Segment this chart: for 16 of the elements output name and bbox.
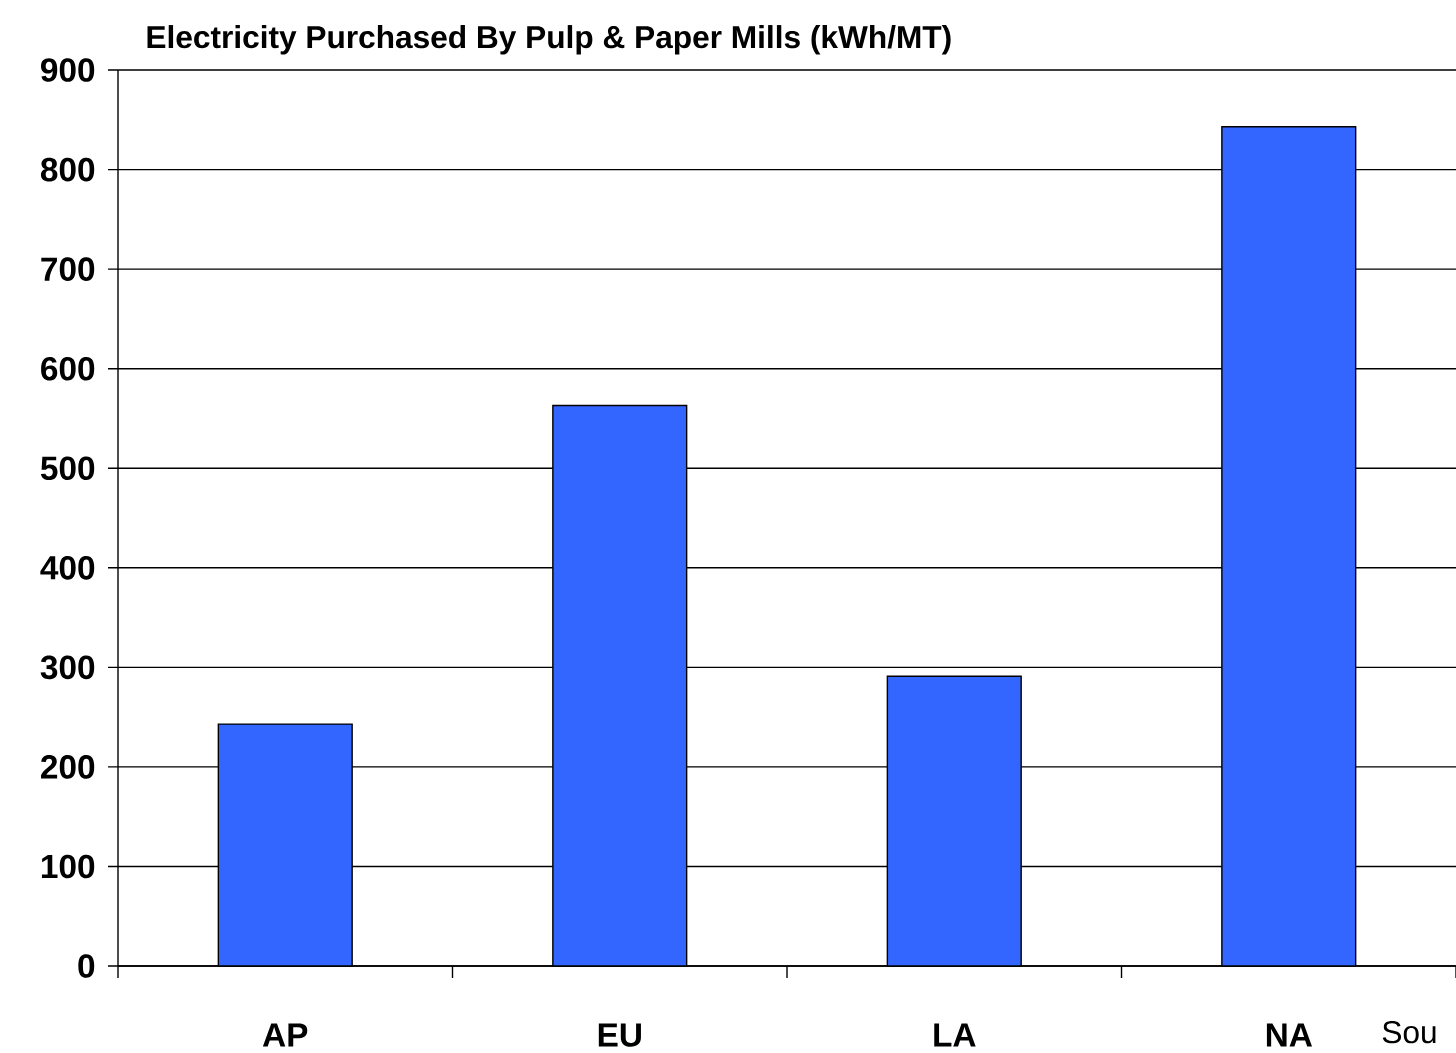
y-tick-label: 100: [41, 854, 95, 879]
x-tick-label: EU: [598, 1023, 641, 1047]
y-tick-label: 700: [41, 257, 95, 281]
x-tick-label: NA: [1266, 1023, 1313, 1047]
y-tick-label: 800: [40, 157, 95, 182]
y-tick-label: 900: [41, 58, 95, 82]
x-tick-label: AP: [262, 1023, 308, 1047]
x-tick-label: LA: [934, 1023, 976, 1047]
y-tick-label: 200: [41, 755, 95, 779]
text: Sou: [1382, 1020, 1436, 1044]
y-tick-label: 600: [41, 356, 95, 381]
chart-title: Electricity Purchased By Pulp & Paper Mills (kWh/MT): [147, 25, 951, 55]
y-tick-label: 500: [40, 456, 95, 481]
y-tick-label: 300: [40, 655, 95, 680]
y-tick-label: 400: [40, 555, 95, 580]
y-tick-label: 0: [78, 954, 95, 978]
